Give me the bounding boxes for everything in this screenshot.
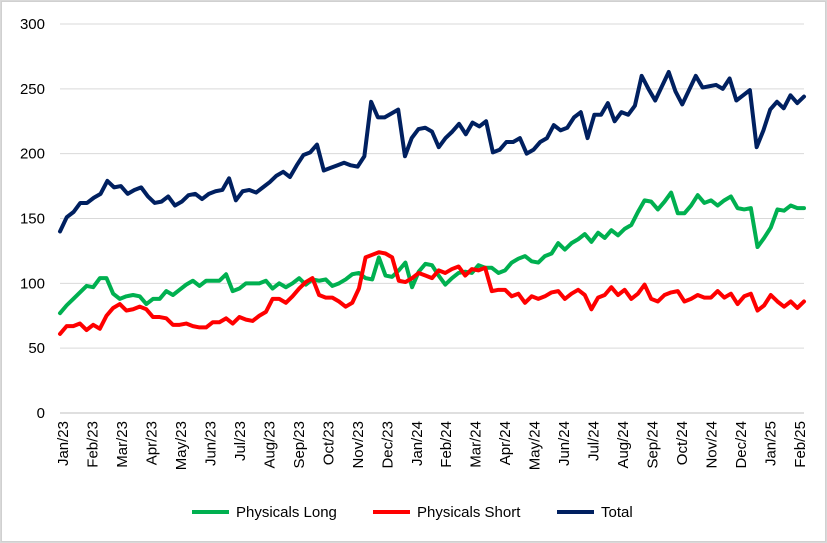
x-tick-label: Jan/24 xyxy=(409,421,426,466)
x-tick-label: Oct/24 xyxy=(674,421,691,465)
series-line-physicals-short xyxy=(58,250,806,336)
x-tick-label: Jan/23 xyxy=(55,421,72,466)
y-tick-label: 50 xyxy=(28,340,45,357)
x-tick-label: Jun/23 xyxy=(202,421,219,466)
legend-label-physicals-short: Physicals Short xyxy=(417,504,521,521)
y-axis-tick-labels: 0 50 100 150 200 250 300 xyxy=(20,16,45,422)
x-tick-label: Jun/24 xyxy=(556,421,573,466)
x-tick-label: Mar/24 xyxy=(468,421,485,468)
y-tick-label: 300 xyxy=(20,16,45,33)
x-tick-label: Jan/25 xyxy=(763,421,780,466)
series-lines xyxy=(58,69,806,336)
series-line-total xyxy=(58,69,806,234)
legend-label-physicals-long: Physicals Long xyxy=(236,504,337,521)
x-tick-label: Jul/24 xyxy=(586,421,603,461)
x-tick-label: Mar/23 xyxy=(114,421,131,468)
x-tick-label: Feb/24 xyxy=(438,421,455,468)
x-tick-label: Feb/23 xyxy=(84,421,101,468)
legend-label-total: Total xyxy=(601,504,633,521)
y-tick-label: 250 xyxy=(20,81,45,98)
x-tick-label: Jul/23 xyxy=(232,421,249,461)
x-tick-label: Aug/23 xyxy=(261,421,278,469)
x-tick-label: May/23 xyxy=(173,421,190,470)
y-tick-label: 100 xyxy=(20,275,45,292)
x-tick-label: Aug/24 xyxy=(615,421,632,469)
legend: Physicals Long Physicals Short Total xyxy=(192,504,633,521)
x-tick-label: Sep/23 xyxy=(291,421,308,469)
y-tick-label: 200 xyxy=(20,146,45,163)
x-tick-label: Nov/23 xyxy=(350,421,367,469)
x-tick-label: Sep/24 xyxy=(645,421,662,469)
x-tick-label: Apr/23 xyxy=(143,421,160,465)
x-axis-tick-labels: Jan/23 Feb/23 Mar/23 Apr/23 May/23 Jun/23 Jul/… xyxy=(55,421,809,470)
x-tick-label: Feb/25 xyxy=(792,421,809,468)
series-line-physicals-long xyxy=(58,190,806,316)
x-tick-label: May/24 xyxy=(527,421,544,470)
x-tick-label: Apr/24 xyxy=(497,421,514,465)
x-tick-label: Dec/24 xyxy=(733,421,750,469)
x-tick-label: Dec/23 xyxy=(379,421,396,469)
x-tick-label: Nov/24 xyxy=(704,421,721,469)
gridlines xyxy=(60,23,804,349)
y-tick-label: 0 xyxy=(37,405,45,422)
y-tick-label: 150 xyxy=(20,211,45,228)
x-tick-label: Oct/23 xyxy=(320,421,337,465)
